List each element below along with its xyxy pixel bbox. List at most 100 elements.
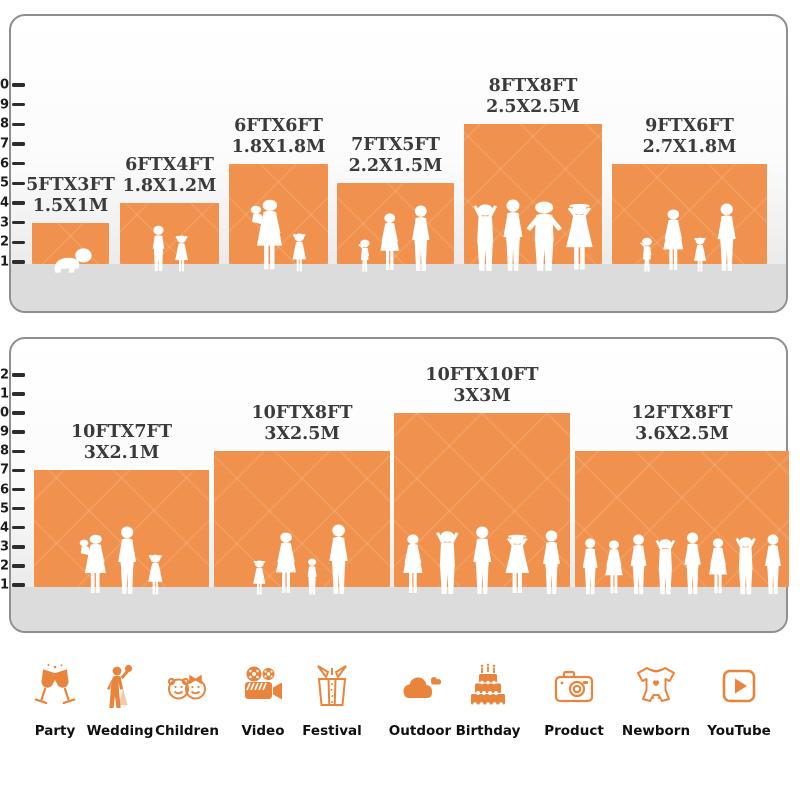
- ruler-number: 11: [0, 386, 9, 402]
- ruler-number: 3: [0, 539, 9, 555]
- category-children: Children: [142, 662, 232, 739]
- ruler-number: 3: [0, 215, 9, 231]
- person-toddler-silhouette: [358, 239, 370, 272]
- person-woman-silhouette: [709, 538, 728, 594]
- ruler-tick: [12, 102, 25, 107]
- person-man-silhouette: [503, 199, 523, 271]
- ruler-number: 7: [0, 136, 9, 152]
- size-feet: 8FTX8FT: [488, 76, 578, 97]
- ruler-tick: [12, 525, 25, 530]
- person-girl-silhouette: [292, 233, 306, 272]
- people-silhouettes: [79, 526, 163, 595]
- person-womanbaby-silhouette: [250, 199, 282, 270]
- ruler-number: 2: [0, 234, 9, 250]
- category-youtube: YouTube: [694, 662, 784, 739]
- person-toddler-silhouette: [640, 237, 652, 272]
- backdrop-10ftx8ft: 10FTX8FT 3X2.5M: [214, 403, 390, 595]
- backdrop-size-label: 7FTX5FT 2.2X1.5M: [349, 135, 443, 177]
- person-man-silhouette: [717, 203, 736, 271]
- ruler-tick: [12, 564, 25, 568]
- ruler-tick: [12, 83, 25, 87]
- category-festival: Festival: [287, 662, 377, 739]
- panel-small-backdrops: 109876543215FTX3FT1.5X1M6FTX4FT1.8X1.2M6…: [0, 14, 788, 313]
- backdrop-8ftx8ft: 8FTX8FT 2.5X2.5M: [464, 76, 602, 271]
- people-silhouettes: [250, 199, 306, 272]
- person-manup-silhouette: [473, 204, 498, 271]
- person-manup-silhouette: [655, 539, 676, 595]
- party-icon: [31, 662, 79, 710]
- category-party: Party: [10, 662, 100, 739]
- ruler-number: 10: [0, 405, 9, 421]
- ruler-number: 9: [0, 424, 9, 440]
- ruler-number: 4: [0, 520, 9, 536]
- person-womanhat-silhouette: [505, 534, 529, 593]
- category-label: Product: [544, 723, 604, 739]
- size-feet: 10FTX7FT: [70, 422, 173, 443]
- ruler-number: 2: [0, 558, 9, 574]
- ruler-number: 6: [0, 482, 9, 497]
- person-girl-silhouette: [175, 235, 188, 272]
- children-icon: [163, 662, 211, 710]
- backdrop-size-label: 6FTX4FT 1.8X1.2M: [123, 155, 217, 197]
- person-woman-silhouette: [276, 532, 296, 593]
- ruler-tick: [12, 260, 25, 264]
- backdrop-size-label: 5FTX3FT 1.5X1M: [26, 175, 115, 217]
- product-icon: [550, 662, 598, 710]
- ruler-number: 9: [0, 97, 9, 113]
- category-label: Video: [241, 723, 285, 739]
- category-birthday: Birthday: [443, 662, 533, 739]
- ruler-number: 4: [0, 195, 9, 211]
- ruler-tick: [12, 240, 25, 245]
- ruler-number: 6: [0, 156, 9, 172]
- backdrop-rectangle: [214, 451, 390, 587]
- backdrop-10ftx10ft: 10FTX10FT 3X3M: [394, 365, 570, 595]
- ruler-number: 8: [0, 116, 9, 132]
- people-silhouettes: [582, 532, 781, 595]
- person-man-silhouette: [473, 526, 492, 594]
- size-feet: 6FTX6FT: [234, 115, 323, 136]
- backdrop-6ftx6ft: 6FTX6FT 1.8X1.8M: [229, 116, 328, 272]
- person-manup-silhouette: [735, 537, 756, 595]
- person-woman-silhouette: [663, 209, 684, 270]
- ruler-tick: [12, 430, 25, 434]
- people-silhouettes: [640, 203, 736, 272]
- people-silhouettes: [152, 225, 188, 272]
- floor: [11, 587, 786, 631]
- category-label: Festival: [302, 723, 362, 739]
- person-girl-silhouette: [148, 554, 163, 595]
- ruler-tick: [12, 468, 25, 473]
- ruler-number: 5: [0, 501, 9, 517]
- people-silhouettes: [253, 524, 348, 595]
- person-manakimbo-silhouette: [526, 201, 562, 271]
- size-meters: 2.5X2.5M: [486, 97, 580, 118]
- ruler-number: 1: [0, 254, 9, 270]
- person-man-silhouette: [630, 534, 647, 595]
- size-meters: 3X2.5M: [264, 424, 340, 445]
- backdrop-7ftx5ft: 7FTX5FT 2.2X1.5M: [337, 135, 454, 272]
- ruler-tick: [12, 411, 25, 415]
- ruler-tick: [12, 201, 25, 205]
- category-wedding: Wedding: [75, 662, 165, 739]
- backdrop-rectangle: [612, 163, 767, 264]
- category-video: Video: [218, 662, 308, 739]
- size-meters: 1.8X1.2M: [122, 175, 217, 196]
- person-man-silhouette: [684, 532, 701, 595]
- size-feet: 9FTX6FT: [645, 115, 734, 136]
- youtube-icon: [715, 662, 763, 710]
- ruler-tick: [12, 545, 25, 549]
- size-meters: 3.6X2.5M: [635, 424, 729, 445]
- size-feet: 10FTX8FT: [251, 403, 353, 424]
- size-feet: 5FTX3FT: [26, 174, 115, 195]
- newborn-icon: [632, 662, 680, 710]
- panel-medium-backdrops: 12111098765432110FTX7FT3X2.1M10FTX8FT3X2…: [0, 337, 789, 633]
- category-label: Outdoor: [388, 723, 452, 739]
- ruler-tick: [12, 583, 25, 587]
- person-woman-silhouette: [403, 534, 423, 593]
- ruler-number: 7: [0, 462, 9, 478]
- person-man-silhouette: [543, 530, 560, 595]
- category-product: Product: [529, 662, 619, 739]
- ruler-number: 12: [0, 367, 9, 383]
- size-feet: 7FTX5FT: [351, 135, 440, 156]
- category-outdoor: Outdoor: [375, 662, 465, 739]
- ruler-tick: [12, 506, 25, 511]
